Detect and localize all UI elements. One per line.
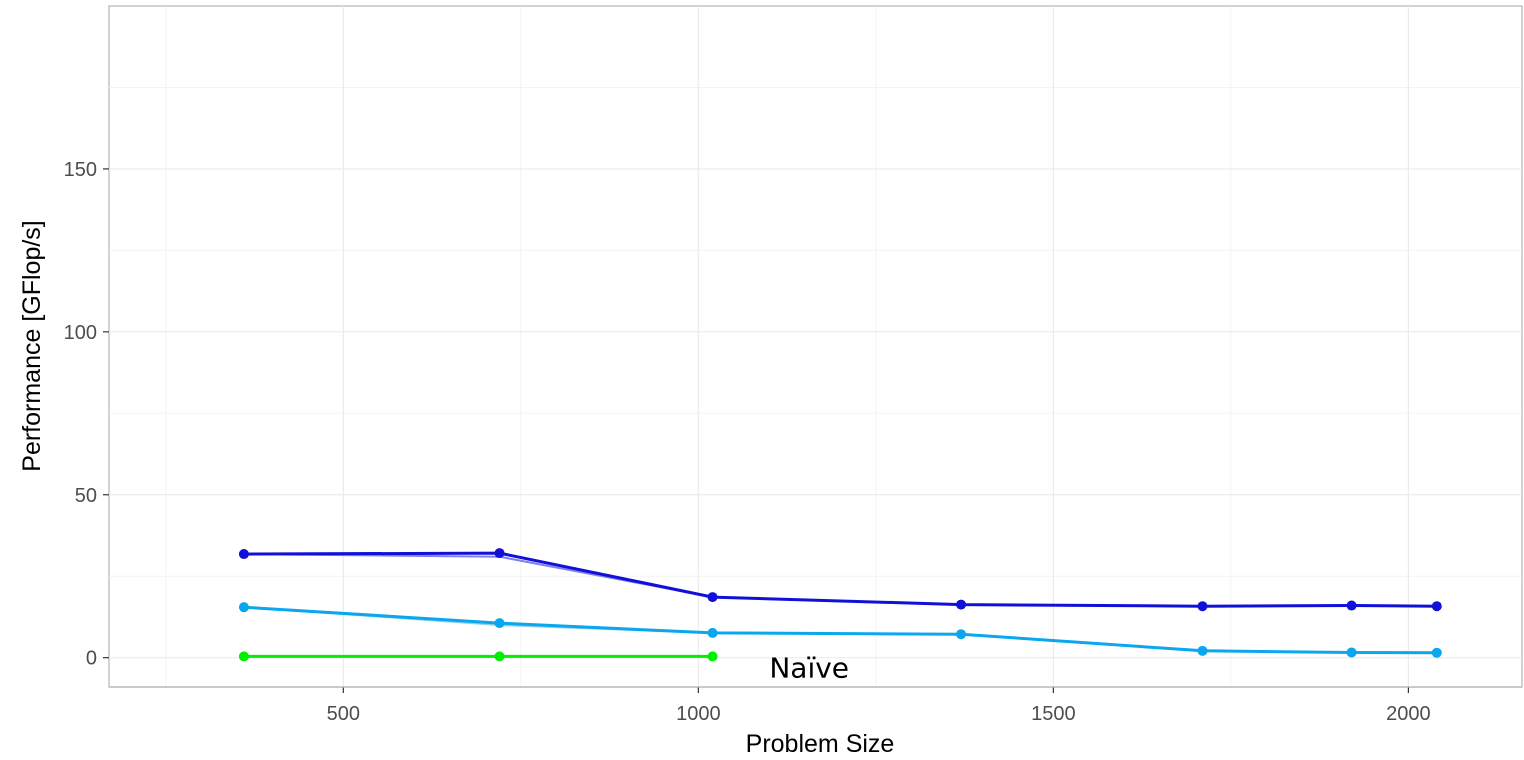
data-point <box>1197 645 1208 656</box>
minor-gridlines <box>109 6 1522 687</box>
data-point <box>238 602 249 613</box>
data-point <box>238 651 249 662</box>
x-tick-label: 2000 <box>1386 703 1431 725</box>
data-point <box>1346 600 1357 611</box>
data-point <box>1431 601 1442 612</box>
x-tick-label: 1000 <box>676 703 721 725</box>
data-point <box>494 651 505 662</box>
annotation-label: Naïve <box>769 651 849 684</box>
data-point <box>1431 647 1442 658</box>
y-tick-label: 0 <box>86 648 97 670</box>
y-tick-label: 100 <box>64 322 97 344</box>
data-point <box>956 629 967 640</box>
data-point <box>1346 647 1357 658</box>
data-point <box>238 549 249 560</box>
plot-background <box>108 5 1523 688</box>
data-point <box>494 548 505 559</box>
y-axis-title: Performance [GFlop/s] <box>18 220 46 471</box>
data-point <box>494 618 505 629</box>
x-tick-label: 500 <box>327 703 360 725</box>
series-layer <box>238 548 1442 662</box>
major-gridlines <box>109 6 1522 687</box>
y-tick-label: 50 <box>75 485 97 507</box>
x-axis-title: Problem Size <box>746 730 895 758</box>
data-point <box>707 592 718 603</box>
series-3 <box>238 602 1442 658</box>
y-tick-label: 150 <box>64 159 97 181</box>
data-point <box>956 599 967 610</box>
y-axis-ticks: 0 50 100 150 <box>64 159 109 670</box>
data-point <box>1197 601 1208 612</box>
series-4 <box>238 651 718 662</box>
x-axis-ticks: 500 1000 1500 2000 <box>327 687 1431 725</box>
data-point <box>707 627 718 638</box>
x-tick-label: 1500 <box>1031 703 1076 725</box>
series-1 <box>238 548 1442 612</box>
annotation-layer: Naïve <box>769 651 849 684</box>
data-point <box>707 651 718 662</box>
